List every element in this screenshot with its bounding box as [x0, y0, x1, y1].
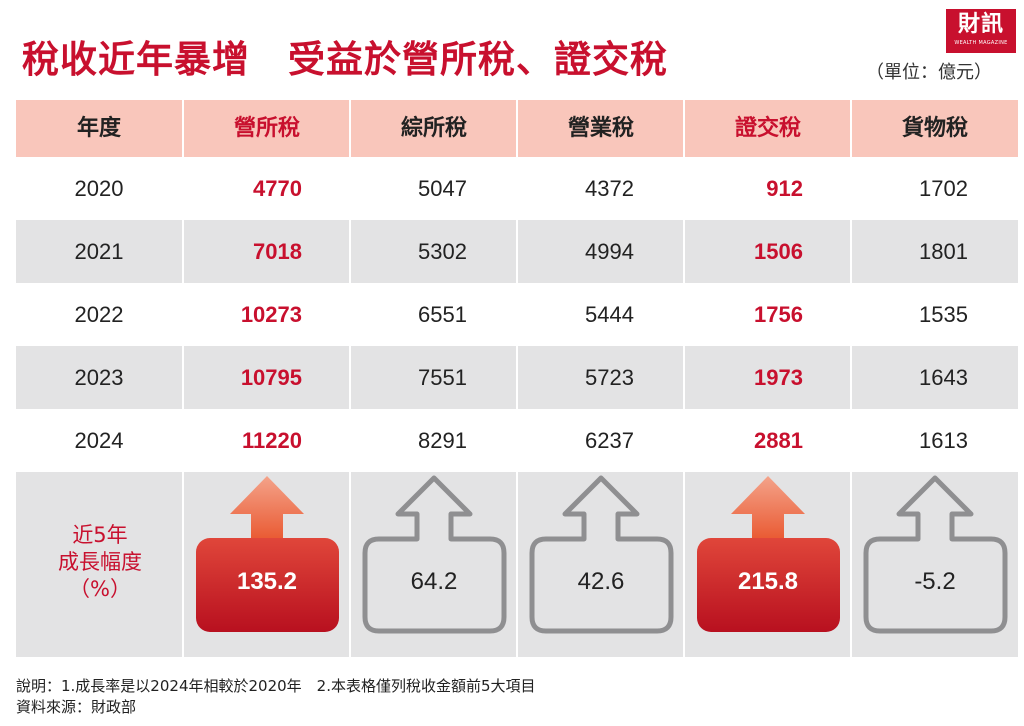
growth-box-highlight	[196, 538, 339, 632]
note-line-1: 說明：1.成長率是以2024年相較於2020年 2.本表格僅列稅收金額前5大項目	[16, 677, 536, 695]
value-cell: 912	[766, 176, 803, 201]
value-cell: 8291	[418, 428, 467, 453]
header-5: 貨物稅	[901, 116, 968, 141]
year-cell: 2021	[74, 239, 124, 264]
growth-value: 64.2	[410, 568, 458, 595]
table-row: 2020 4770 5047 4372 912 1702	[16, 157, 1018, 220]
value-cell: 4770	[253, 176, 302, 201]
title-part1: 稅收近年暴增	[22, 38, 250, 81]
notes: 說明：1.成長率是以2024年相較於2020年 2.本表格僅列稅收金額前5大項目…	[16, 676, 536, 718]
column-divider	[850, 100, 852, 657]
header-1: 營所稅	[233, 116, 300, 141]
growth-label-line: 近5年	[72, 523, 128, 547]
value-cell: 1506	[754, 239, 803, 264]
magazine-logo: 財訊 WEALTH MAGAZINE	[946, 9, 1016, 53]
value-cell: 1973	[754, 365, 803, 390]
column-divider	[516, 100, 518, 657]
title-part2: 受益於營所稅、證交稅	[288, 38, 668, 81]
value-cell: 5302	[418, 239, 467, 264]
value-cell: 6237	[585, 428, 634, 453]
growth-label-line: （%）	[69, 577, 131, 601]
table-row: 2024 11220 8291 6237 2881 1613	[16, 409, 1018, 472]
value-cell: 1535	[919, 302, 968, 327]
value-cell: 5047	[418, 176, 467, 201]
value-cell: 1613	[919, 428, 968, 453]
header-2: 綜所稅	[400, 116, 467, 141]
value-cell: 10795	[240, 365, 302, 390]
growth-graphics	[196, 475, 1008, 634]
growth-value: 135.2	[236, 568, 298, 595]
header-3: 營業稅	[567, 116, 634, 141]
growth-arrow-outline	[863, 475, 1008, 634]
value-cell: 7551	[418, 365, 467, 390]
growth-arrow-outline	[362, 475, 507, 634]
growth-box-highlight	[697, 538, 840, 632]
logo-sub: WEALTH MAGAZINE	[954, 40, 1008, 46]
value-cell: 11220	[242, 428, 302, 453]
value-cell: 1643	[919, 365, 968, 390]
header-0: 年度	[76, 116, 121, 141]
value-cell: 1801	[919, 239, 968, 264]
chart-title: 稅收近年暴增 受益於營所稅、證交稅	[22, 36, 668, 84]
value-cell: 2881	[754, 428, 803, 453]
growth-value: -5.2	[914, 568, 956, 595]
unit-label: （單位：億元）	[866, 62, 992, 83]
value-cell: 4994	[585, 239, 634, 264]
growth-value: 215.8	[737, 568, 799, 595]
column-divider	[182, 100, 184, 657]
value-cell: 10273	[240, 302, 302, 327]
year-cell: 2024	[74, 428, 124, 453]
column-divider	[349, 100, 351, 657]
value-cell: 6551	[418, 302, 467, 327]
source-line: 資料來源：財政部	[16, 698, 137, 716]
year-cell: 2023	[74, 365, 124, 390]
header-4: 證交稅	[734, 116, 801, 141]
year-cell: 2020	[74, 176, 124, 201]
value-cell: 5723	[585, 365, 634, 390]
value-cell: 4372	[585, 176, 634, 201]
value-cell: 1702	[919, 176, 968, 201]
growth-label: 近5年成長幅度 （%）	[16, 522, 184, 603]
column-divider	[683, 100, 685, 657]
year-cell: 2022	[74, 302, 124, 327]
growth-label-line: 成長幅度	[58, 550, 142, 574]
value-cell: 1756	[754, 302, 803, 327]
growth-arrow-outline	[529, 475, 674, 634]
growth-value: 42.6	[577, 568, 625, 595]
growth-arrow-highlight	[731, 476, 805, 542]
logo-main: 財訊	[957, 11, 1004, 37]
growth-arrow-highlight	[230, 476, 304, 542]
value-cell: 7018	[253, 239, 302, 264]
value-cell: 5444	[585, 302, 634, 327]
table-row: 2022 10273 6551 5444 1756 1535	[16, 283, 1018, 346]
